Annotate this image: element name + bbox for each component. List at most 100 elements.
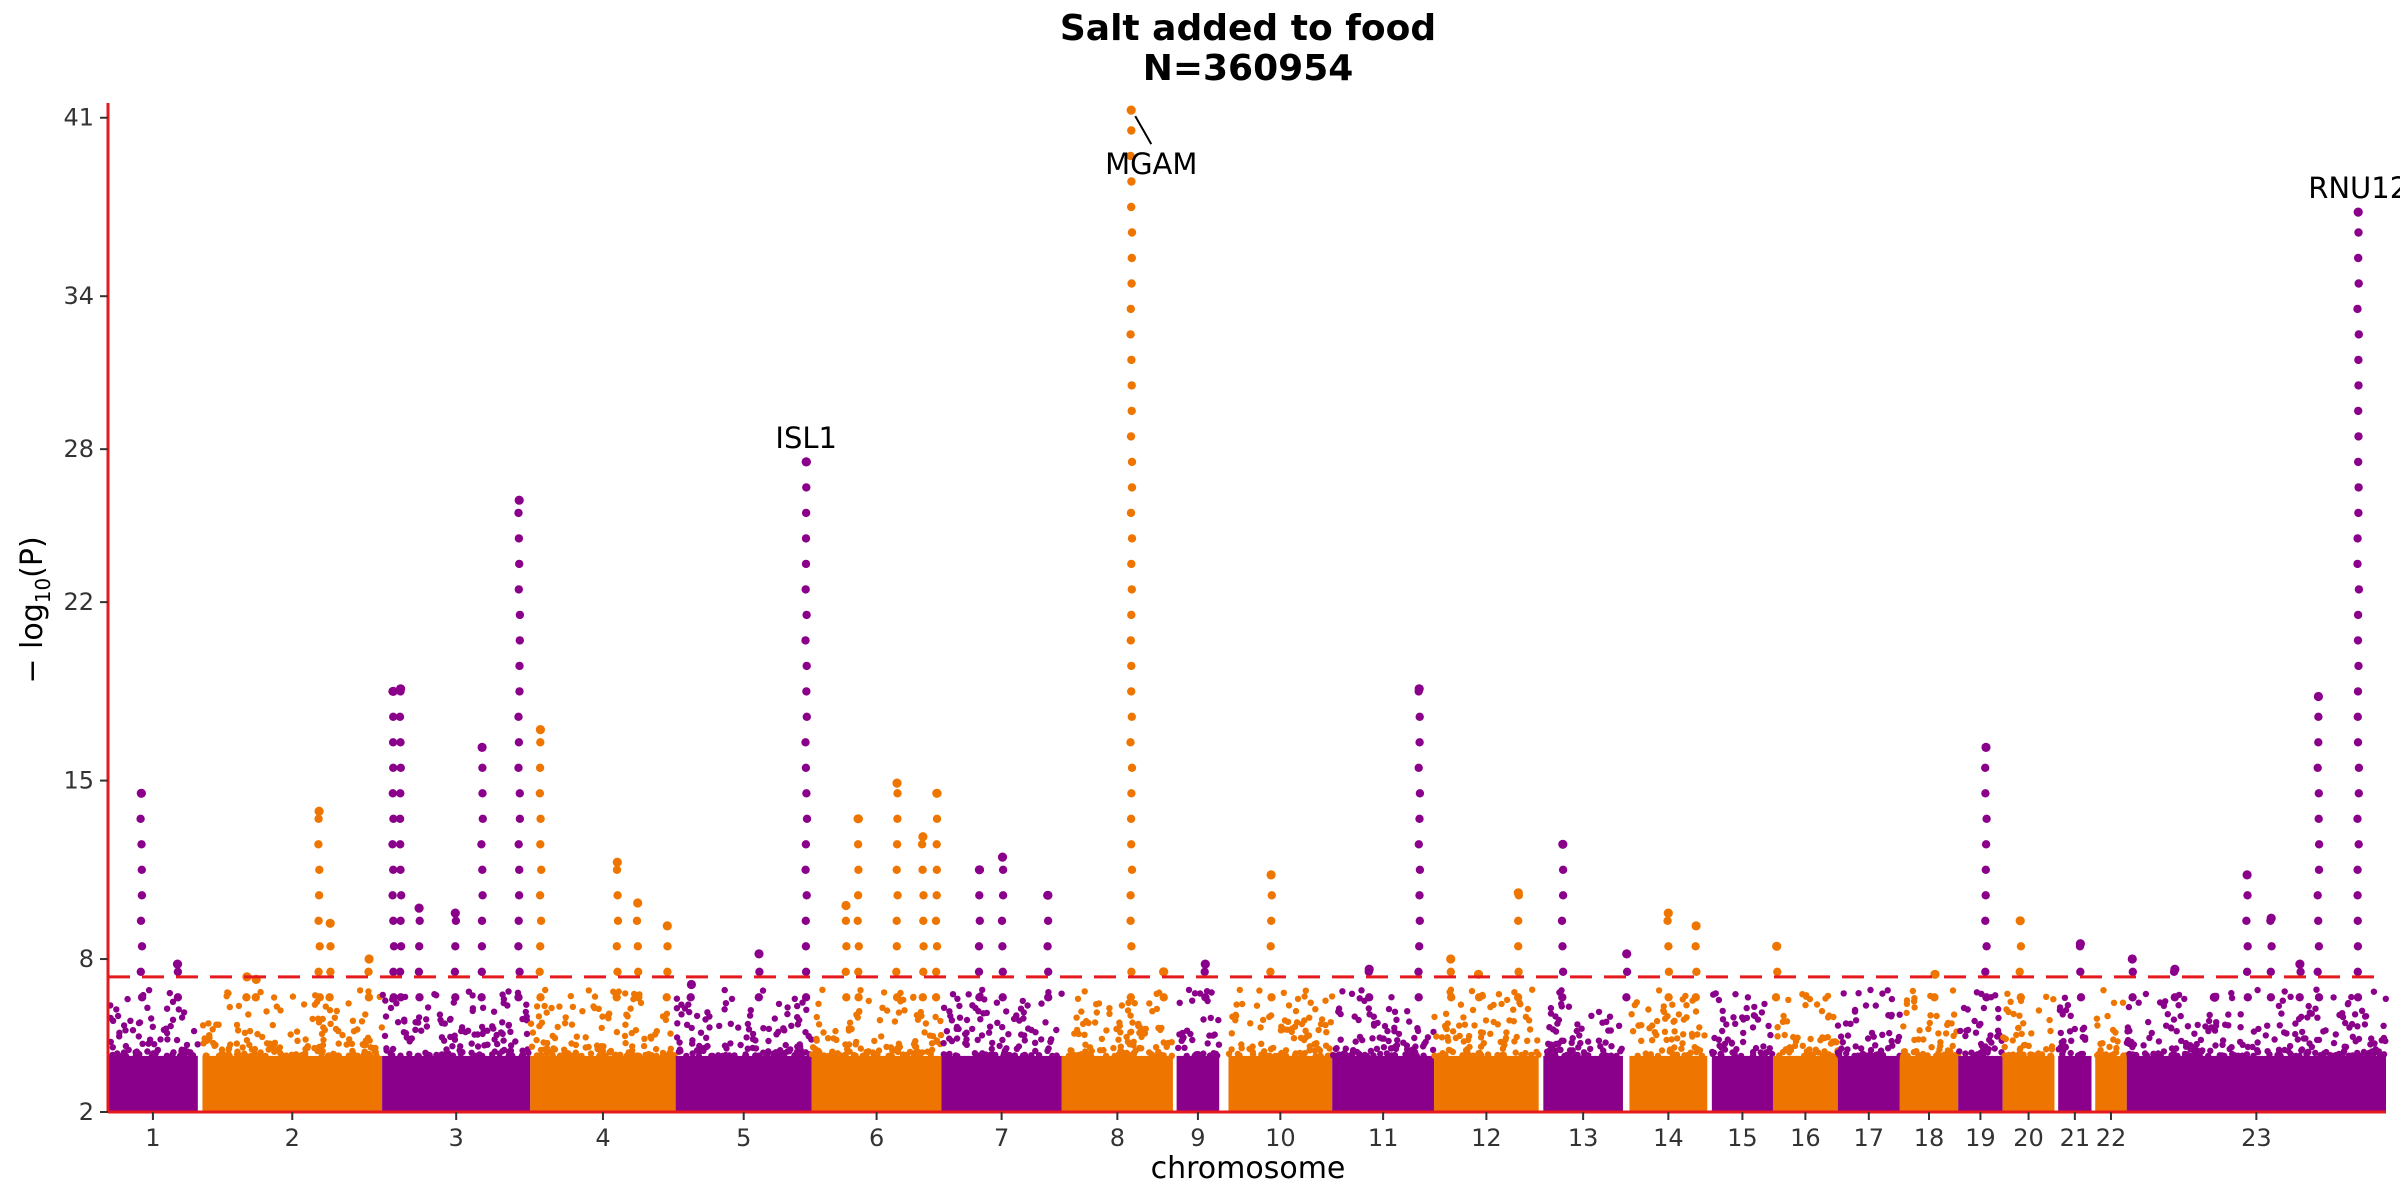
snp-point bbox=[932, 967, 941, 976]
snp-point bbox=[828, 1052, 836, 1059]
snp-point bbox=[2305, 1002, 2312, 1010]
snp-point bbox=[433, 1051, 440, 1059]
snp-point bbox=[833, 1036, 840, 1044]
snp-point bbox=[326, 967, 335, 976]
snp-point bbox=[1779, 1018, 1787, 1025]
snp-point bbox=[1731, 1052, 1739, 1060]
snp-point bbox=[2050, 996, 2057, 1003]
snp-point bbox=[2354, 279, 2363, 288]
snp-point bbox=[1341, 1052, 1348, 1059]
snp-point bbox=[364, 967, 373, 976]
snp-point bbox=[200, 1040, 207, 1047]
snp-point bbox=[1822, 995, 1829, 1002]
snp-point bbox=[2164, 1011, 2171, 1018]
chromosome-13-baseline-band bbox=[1543, 1055, 1623, 1112]
chromosome-14-points bbox=[1628, 987, 1708, 1112]
snp-point bbox=[326, 942, 335, 951]
snp-point bbox=[1911, 995, 1918, 1002]
snp-point bbox=[1982, 942, 1991, 951]
snp-point bbox=[1995, 1014, 2002, 1022]
snp-point bbox=[1322, 997, 1329, 1004]
snp-point bbox=[1038, 1000, 1045, 1007]
snp-point bbox=[1482, 1017, 1490, 1024]
snp-point bbox=[1766, 1045, 1774, 1052]
snp-point bbox=[1597, 1043, 1604, 1050]
snp-point bbox=[910, 993, 917, 1001]
chromosome-17-points bbox=[1834, 986, 1903, 1112]
snp-point bbox=[326, 1052, 334, 1060]
snp-point bbox=[996, 1042, 1003, 1050]
snp-point bbox=[1211, 1031, 1218, 1038]
snp-point bbox=[1678, 1045, 1685, 1052]
snp-point bbox=[1449, 1028, 1457, 1035]
peak-top-point bbox=[2242, 870, 2252, 880]
snp-point bbox=[1044, 967, 1053, 976]
snp-point bbox=[854, 1014, 861, 1021]
snp-point bbox=[1419, 1043, 1427, 1050]
snp-point bbox=[309, 1015, 316, 1023]
snp-point bbox=[647, 1033, 654, 1040]
snp-point bbox=[913, 1012, 921, 1019]
snp-point bbox=[1834, 1022, 1842, 1029]
snp-point bbox=[2262, 1032, 2269, 1039]
snp-point bbox=[1215, 1041, 1223, 1048]
snp-point bbox=[813, 1037, 820, 1044]
snp-point bbox=[2202, 1023, 2209, 1030]
snp-point bbox=[500, 1037, 507, 1044]
snp-point bbox=[176, 1052, 184, 1060]
snp-point bbox=[423, 1016, 430, 1023]
snp-point bbox=[254, 1030, 261, 1038]
snp-point bbox=[765, 1037, 772, 1045]
snp-point bbox=[1315, 1026, 1322, 1034]
snp-point bbox=[2239, 1041, 2246, 1049]
snp-point bbox=[1506, 1017, 1513, 1024]
snp-point bbox=[2354, 432, 2363, 441]
peak-top-point bbox=[1981, 742, 1991, 753]
snp-point bbox=[820, 1029, 827, 1036]
snp-point bbox=[2358, 1007, 2366, 1014]
snp-point bbox=[1082, 1041, 1089, 1048]
snp-point bbox=[1127, 967, 1136, 976]
snp-point bbox=[989, 1039, 996, 1047]
snp-point bbox=[1930, 993, 1939, 1002]
snp-point bbox=[796, 1016, 803, 1024]
snp-point bbox=[239, 1044, 246, 1051]
snp-point bbox=[1126, 891, 1135, 900]
snp-point bbox=[697, 1029, 705, 1036]
snp-point bbox=[963, 1036, 970, 1043]
snp-point bbox=[853, 916, 862, 925]
association-peak bbox=[2313, 691, 2324, 1002]
snp-point bbox=[2300, 1035, 2307, 1042]
snp-point bbox=[1447, 993, 1456, 1002]
y-tick-label: 41 bbox=[63, 104, 94, 132]
snp-point bbox=[2353, 534, 2362, 543]
snp-point bbox=[209, 1026, 216, 1033]
snp-point bbox=[612, 865, 622, 874]
snp-point bbox=[1322, 1042, 1330, 1049]
snp-point bbox=[1420, 1052, 1427, 1059]
snp-point bbox=[1653, 1017, 1661, 1025]
snp-point bbox=[1126, 508, 1136, 518]
snp-point bbox=[1430, 1028, 1437, 1036]
chart-title: Salt added to food bbox=[1060, 8, 1436, 49]
snp-point bbox=[169, 1050, 176, 1058]
snp-point bbox=[1303, 1033, 1310, 1041]
peak-top-point bbox=[841, 900, 851, 911]
snp-point bbox=[414, 967, 424, 976]
snp-point bbox=[314, 1047, 321, 1055]
snp-point bbox=[2191, 1030, 2198, 1037]
snp-point bbox=[1327, 1019, 1335, 1026]
snp-point bbox=[389, 1051, 396, 1059]
chromosome-9-points bbox=[1175, 986, 1223, 1112]
snp-point bbox=[1799, 1042, 1807, 1050]
snp-point bbox=[396, 942, 406, 951]
snp-point bbox=[389, 942, 399, 951]
snp-point bbox=[1073, 1014, 1080, 1021]
snp-point bbox=[242, 993, 251, 1002]
snp-point bbox=[709, 1052, 716, 1060]
snp-point bbox=[477, 840, 486, 849]
snp-point bbox=[2071, 1025, 2078, 1033]
snp-point bbox=[602, 1052, 609, 1059]
snp-point bbox=[1664, 1013, 1671, 1020]
snp-point bbox=[1152, 1044, 1160, 1051]
